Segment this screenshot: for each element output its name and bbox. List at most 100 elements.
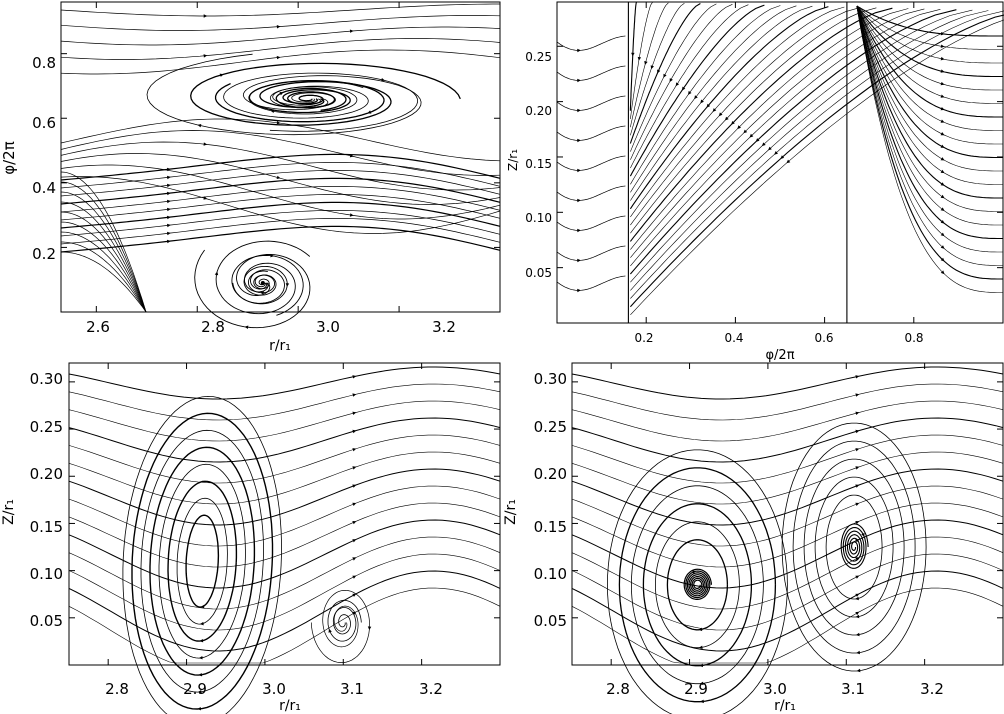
x-axis-label: r/r₁ — [774, 698, 796, 714]
streamline — [618, 467, 777, 703]
flow-arrow — [352, 393, 357, 397]
streamline — [60, 211, 147, 313]
streamline — [60, 26, 501, 46]
streamline — [856, 5, 1003, 145]
flow-arrow — [167, 191, 171, 196]
flow-arrow — [688, 90, 692, 95]
streamline — [571, 400, 1004, 442]
y-tick-label: 0.6 — [32, 114, 56, 132]
streamline — [556, 155, 626, 171]
x-tick-label: 3.0 — [262, 680, 286, 698]
y-tick-label: 0.20 — [525, 104, 552, 118]
y-axis-label: Z/r₁ — [503, 499, 519, 525]
streamline — [190, 62, 461, 126]
flow-arrow — [940, 157, 945, 161]
flow-arrow — [743, 129, 748, 134]
flow-arrow — [940, 207, 945, 211]
flow-arrow — [197, 707, 201, 711]
flow-arrow — [214, 271, 219, 276]
flow-arrow — [167, 183, 171, 188]
tick-marks — [557, 2, 1003, 323]
streamline — [571, 553, 1004, 631]
flow-arrow — [367, 110, 372, 114]
streamline — [60, 141, 501, 191]
streamline — [60, 225, 501, 253]
streamline — [556, 245, 626, 261]
flow-arrow — [940, 194, 945, 199]
y-tick-label: 0.30 — [30, 370, 63, 388]
streamline — [60, 181, 147, 313]
flow-arrow — [352, 502, 357, 506]
flow-arrow — [203, 14, 208, 18]
streamline — [856, 5, 1003, 226]
streamline — [856, 5, 1003, 131]
x-tick-labels: 2.6 2.8 3.0 3.2 — [86, 318, 456, 336]
flow-arrow — [577, 288, 581, 293]
streamline — [194, 249, 311, 329]
streamline — [60, 3, 500, 17]
streamline — [60, 186, 501, 213]
flow-arrow — [167, 231, 171, 236]
flow-arrow — [855, 375, 860, 379]
flow-arrow — [167, 215, 171, 220]
y-tick-label: 0.2 — [32, 245, 56, 263]
flow-arrow — [352, 375, 357, 379]
flow-arrow — [577, 198, 581, 203]
streamline — [185, 514, 220, 608]
flow-arrow — [731, 121, 735, 125]
flow-arrow — [349, 213, 354, 217]
flow-arrow — [761, 142, 766, 147]
y-tick-label: 0.30 — [534, 370, 567, 388]
flow-arrow — [197, 690, 202, 694]
flow-arrow — [577, 108, 581, 113]
flow-arrow — [718, 112, 723, 117]
streamline — [556, 185, 626, 201]
flow-arrow — [681, 86, 686, 91]
streamline — [856, 5, 1003, 91]
flow-arrow — [219, 73, 224, 77]
streamline — [60, 231, 147, 313]
flow-arrow — [724, 116, 729, 121]
streamline — [630, 485, 764, 685]
flow-arrow — [644, 61, 648, 65]
streamline — [68, 536, 501, 610]
streamline — [158, 463, 246, 659]
streamline — [60, 130, 501, 176]
streamline — [571, 485, 1004, 547]
streamline — [60, 38, 501, 60]
streamline — [60, 201, 147, 313]
streamline — [571, 502, 1004, 568]
flow-arrow — [855, 448, 860, 452]
streamline — [781, 422, 927, 672]
flow-arrow — [712, 108, 717, 112]
streamline — [122, 395, 282, 714]
streamline — [856, 5, 1003, 64]
flow-arrow — [940, 69, 945, 73]
flow-arrow — [940, 270, 945, 275]
streamline — [856, 5, 1003, 78]
y-axis-label: Z/r₁ — [1, 499, 17, 525]
flow-arrow — [200, 604, 205, 609]
streamline — [856, 5, 1003, 253]
flow-arrow — [706, 103, 711, 108]
flow-arrow — [861, 533, 865, 537]
flow-arrow — [940, 182, 945, 186]
plot-frame — [571, 362, 1004, 666]
streamline — [556, 35, 626, 51]
flow-arrow — [167, 223, 171, 228]
flow-arrow — [198, 656, 203, 660]
plot-frame — [68, 362, 501, 666]
streamline — [856, 5, 1003, 172]
tick-marks — [61, 2, 500, 312]
flow-arrow — [675, 82, 680, 87]
x-tick-label: 3.2 — [920, 680, 944, 698]
streamline — [571, 434, 1004, 484]
flow-arrow — [768, 146, 772, 151]
y-tick-label: 0.8 — [32, 54, 56, 72]
x-tick-label: 2.9 — [183, 680, 207, 698]
streamline — [60, 177, 501, 205]
x-tick-labels: 0.2 0.4 0.6 0.8 — [634, 331, 923, 345]
flow-arrow — [657, 69, 661, 74]
streamline — [310, 589, 370, 663]
flow-arrow — [285, 283, 290, 287]
